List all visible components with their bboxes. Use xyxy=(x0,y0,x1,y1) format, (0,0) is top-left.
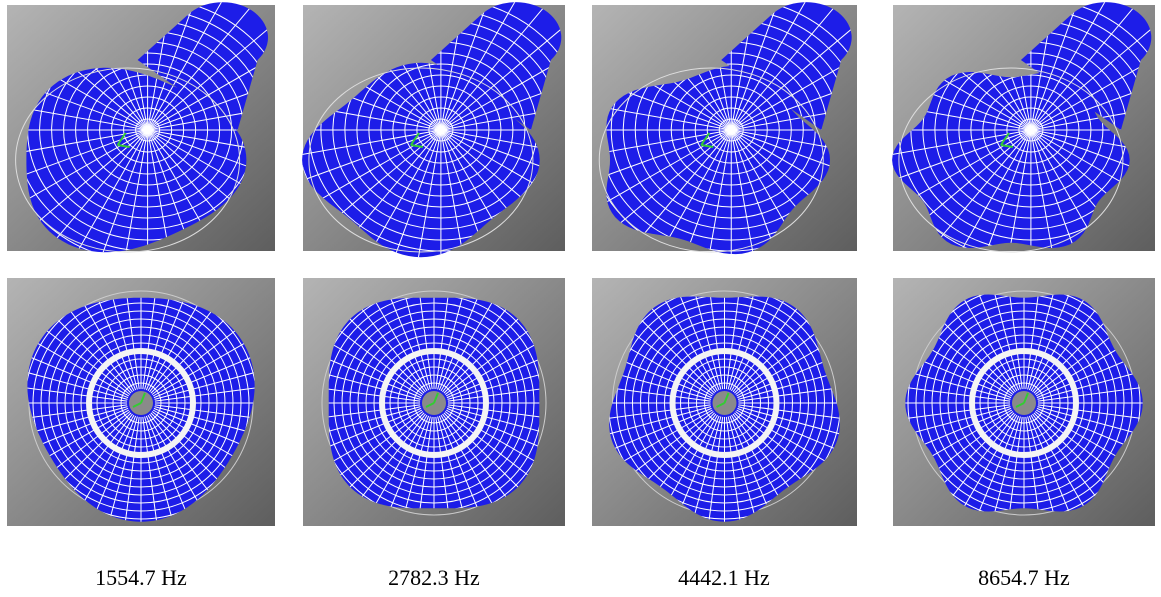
caption: 8654.7 Hz xyxy=(978,565,1070,590)
panels xyxy=(0,0,1161,543)
caption: 1554.7 Hz xyxy=(95,565,187,590)
figure: 1554.7 Hz 2782.3 Hz 4442.1 Hz 8654.7 Hz xyxy=(0,0,1161,597)
mode-view-top xyxy=(884,263,1161,543)
mode-view-top xyxy=(294,263,574,543)
mode-view-top xyxy=(1,263,281,543)
caption: 4442.1 Hz xyxy=(678,565,770,590)
mode-view-top xyxy=(585,263,865,543)
caption: 2782.3 Hz xyxy=(388,565,480,590)
